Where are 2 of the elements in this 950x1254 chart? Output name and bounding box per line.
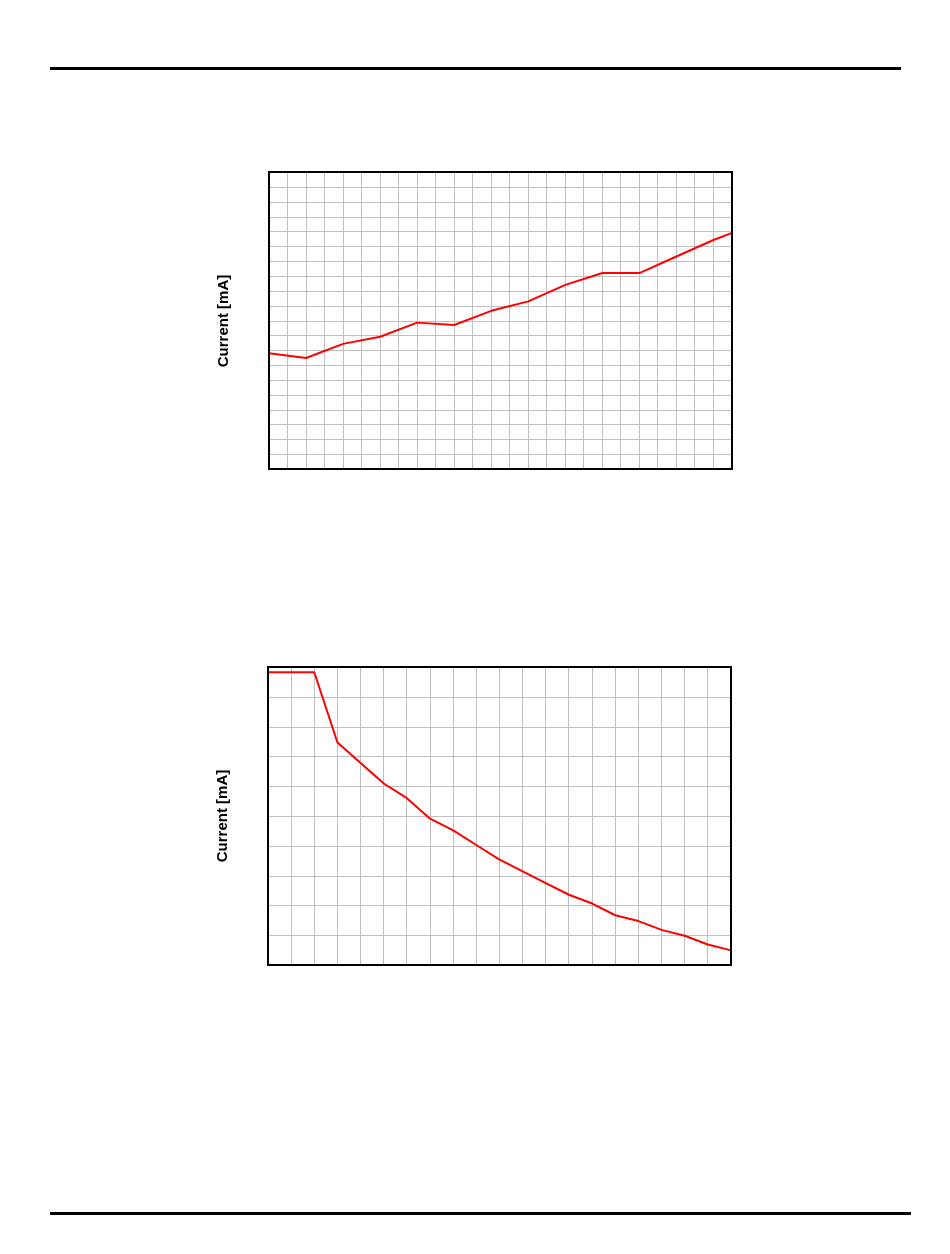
y-axis-title: Current [mA] [213,274,231,367]
y-axis-title: Current [mA] [212,769,230,863]
